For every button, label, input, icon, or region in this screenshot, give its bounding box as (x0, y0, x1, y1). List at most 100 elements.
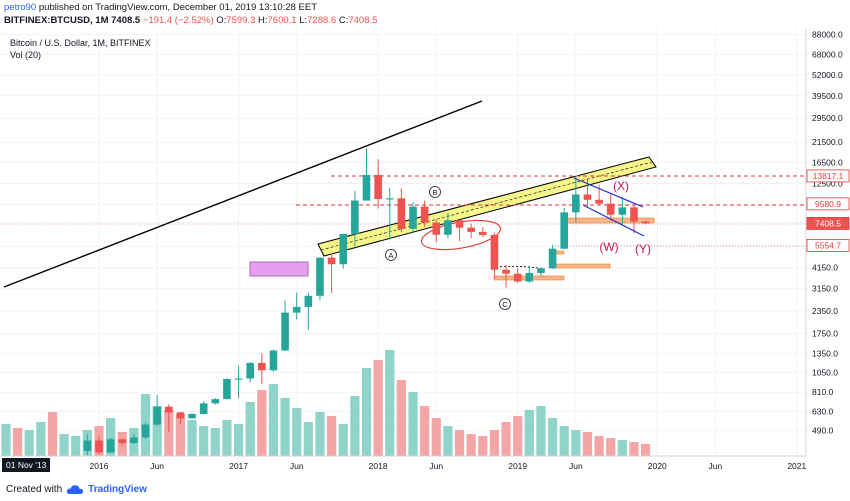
volume-bar (338, 424, 348, 456)
time-tick-label: 01 Nov '13 (6, 460, 47, 470)
volume-bar (617, 440, 627, 456)
channel-midline (320, 161, 653, 251)
candle-body (304, 295, 313, 307)
price-tick-label: 88000.0 (812, 30, 843, 40)
price-tick-label: 12500.0 (812, 179, 843, 189)
candle-body (223, 379, 231, 400)
volume-bar (350, 396, 360, 456)
volume-bar (292, 408, 302, 456)
price-tick-label: 1350.0 (812, 348, 838, 358)
price-tick-label: 68000.0 (812, 49, 843, 59)
price-tick-label: 29500.0 (812, 113, 843, 123)
volume-bar (443, 426, 453, 456)
candle-body (292, 306, 301, 313)
candle-body (351, 200, 359, 235)
volume-bar (187, 420, 197, 456)
symbol-line: BITFINEX:BTCUSD, 1M 7408.5 −191.4 (−2.52… (4, 15, 377, 27)
price-tags: 13817.1 9580.9 7408.5 5554.7 (806, 169, 850, 252)
candle-body (83, 440, 92, 451)
time-tick-label: Jun (429, 461, 443, 471)
candle-body (595, 199, 603, 204)
candle-body (513, 273, 522, 282)
low-value: 7288.6 (307, 15, 337, 26)
price-tick-label: 39500.0 (812, 91, 843, 101)
volume-bar (641, 444, 651, 456)
volume-bar (524, 410, 534, 456)
publish-header: petro90 published on TradingView.com, De… (4, 2, 317, 14)
candle-body (432, 222, 441, 235)
cloud-logo-icon (66, 485, 84, 494)
candle-body (188, 413, 196, 419)
candle-body (420, 206, 429, 223)
volume-bar (420, 406, 430, 456)
candle-body (316, 257, 324, 296)
price-tick-label: 1750.0 (812, 328, 838, 338)
volume-bar (233, 424, 244, 456)
time-axis[interactable]: 01 Nov '13 2016 Jun 2017 Jun 2018 Jun 2019 Jun 20… (2, 458, 807, 472)
candle-body (444, 220, 452, 235)
price-tick-label: 16500.0 (812, 157, 843, 167)
price-chart[interactable]: A B C (X) (W) (Y) Bitcoin / U.S. Dollar, 1M, … (0, 28, 850, 480)
time-tick-label: 2017 (229, 461, 248, 471)
volume-bar (454, 430, 465, 456)
candle-body (467, 227, 475, 232)
candle-body (606, 203, 615, 215)
volume-bar (501, 422, 511, 456)
price-tick-label: 21500.0 (812, 137, 843, 147)
volume-bar (466, 434, 476, 456)
candle-body (374, 174, 382, 200)
volume-bar (199, 426, 209, 456)
candle-body (118, 439, 127, 444)
low-label: L: (299, 15, 308, 26)
candle-body (246, 362, 254, 379)
wave-label-circle (385, 249, 397, 261)
volume-bar (36, 422, 46, 456)
wave-label-circle (429, 186, 441, 198)
candle-body (339, 234, 348, 265)
price-tag (806, 197, 850, 211)
symbol-name: BITFINEX:BTCUSD, 1M (4, 15, 109, 26)
volume-bar (175, 414, 186, 456)
candle-body (153, 406, 161, 425)
price-tick-label: 630.0 (812, 406, 834, 416)
price-tick-label: 52000.0 (812, 70, 843, 80)
volume-bar (71, 436, 81, 456)
volume-bar (327, 416, 337, 456)
long-trendline (3, 100, 483, 288)
volume-bar (280, 398, 290, 456)
candle-body (397, 198, 406, 229)
candle-body (199, 403, 208, 414)
volume-bar (12, 428, 23, 456)
candle-body (455, 220, 464, 228)
chart-legend-title: Bitcoin / U.S. Dollar, 1M, BITFINEX (10, 38, 151, 48)
volume-bar (489, 430, 500, 456)
wave-label-circle (499, 298, 511, 310)
candle-body (537, 268, 545, 273)
price-tag-label: 9580.9 (815, 199, 841, 209)
tradingview-brand[interactable]: TradingView (88, 484, 147, 495)
volume-bar (513, 416, 523, 456)
time-tick-label: 2021 (787, 461, 806, 471)
candle-body (641, 221, 650, 224)
volume-bar (222, 420, 232, 456)
candle-body (106, 439, 115, 453)
volume-bar (106, 418, 116, 456)
price-tag-label: 7408.5 (815, 218, 841, 228)
time-tick-label: Jun (150, 461, 164, 471)
price-axis[interactable]: 88000.0 68000.0 52000.0 39500.0 29500.0 21500… (812, 30, 843, 436)
candle-body (141, 424, 150, 438)
candle-body (525, 272, 534, 282)
volume-bar (559, 426, 569, 456)
candle-body (211, 399, 220, 404)
candle-body (176, 412, 185, 419)
time-tick-label: 2016 (90, 461, 109, 471)
volume-bar (606, 438, 616, 456)
start-date-badge (2, 458, 50, 472)
author-link[interactable]: petro90 (4, 2, 37, 13)
time-tick-label: 2020 (648, 461, 667, 471)
price-change: −191.4 (−2.52%) (142, 15, 214, 26)
price-tag-label: 13817.1 (813, 171, 844, 181)
price-tick-label: 2350.0 (812, 306, 838, 316)
open-value: 7599.3 (226, 15, 256, 26)
candle-body (385, 198, 394, 200)
